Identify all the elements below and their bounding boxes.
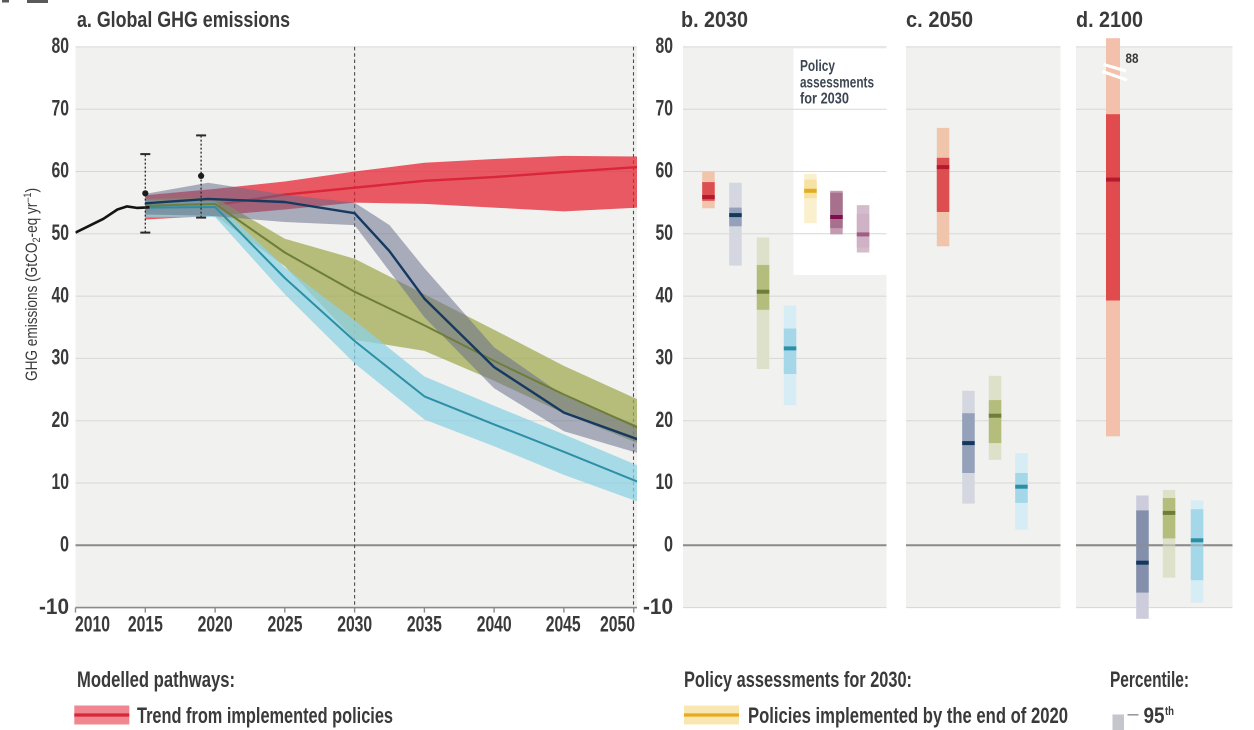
svg-text:70: 70: [52, 95, 70, 120]
svg-text:Trend from implemented policie: Trend from implemented policies: [137, 703, 393, 728]
svg-text:for 2030: for 2030: [800, 91, 849, 108]
svg-text:2035: 2035: [407, 612, 442, 637]
svg-text:40: 40: [52, 282, 70, 307]
svg-text:-10: -10: [643, 594, 673, 619]
svg-text:88: 88: [1126, 51, 1139, 66]
svg-text:Policy assessments for 2030:: Policy assessments for 2030:: [684, 667, 912, 692]
svg-text:80: 80: [52, 33, 70, 58]
svg-text:60: 60: [52, 158, 70, 183]
svg-text:50: 50: [656, 220, 674, 245]
svg-text:GHG emissions (GtCO2-eq yr–1): GHG emissions (GtCO2-eq yr–1): [22, 188, 43, 381]
svg-text:2050: 2050: [600, 612, 635, 637]
svg-text:Percentile:: Percentile:: [1110, 667, 1189, 692]
svg-text:Modelled pathways:: Modelled pathways:: [77, 667, 235, 692]
svg-text:assessments: assessments: [800, 75, 874, 92]
svg-text:20: 20: [52, 407, 70, 432]
svg-text:70: 70: [656, 95, 674, 120]
svg-text:95: 95: [1144, 703, 1165, 728]
svg-text:40: 40: [656, 282, 674, 307]
svg-text:10: 10: [52, 469, 70, 494]
svg-text:Policy: Policy: [800, 58, 835, 75]
svg-text:2045: 2045: [546, 612, 581, 637]
svg-text:0: 0: [664, 532, 673, 557]
svg-text:c. 2050: c. 2050: [906, 7, 973, 32]
svg-text:d. 2100: d. 2100: [1076, 7, 1143, 32]
svg-text:10: 10: [656, 469, 674, 494]
svg-text:a. Global GHG emissions: a. Global GHG emissions: [77, 7, 290, 32]
svg-text:Policies implemented by the en: Policies implemented by the end of 2020: [748, 703, 1068, 728]
svg-text:-10: -10: [39, 594, 69, 619]
svg-text:2020: 2020: [198, 612, 233, 637]
svg-text:20: 20: [656, 407, 674, 432]
svg-text:0: 0: [60, 532, 69, 557]
svg-text:2010: 2010: [75, 612, 110, 637]
svg-text:2040: 2040: [477, 612, 512, 637]
svg-text:2025: 2025: [268, 612, 303, 637]
svg-text:th: th: [1165, 704, 1174, 718]
svg-text:80: 80: [656, 33, 674, 58]
svg-text:b. 2030: b. 2030: [681, 7, 748, 32]
svg-text:30: 30: [656, 345, 674, 370]
svg-text:50: 50: [52, 220, 70, 245]
svg-text:30: 30: [52, 345, 70, 370]
svg-text:2015: 2015: [128, 612, 163, 637]
svg-text:2030: 2030: [337, 612, 372, 637]
svg-text:60: 60: [656, 158, 674, 183]
